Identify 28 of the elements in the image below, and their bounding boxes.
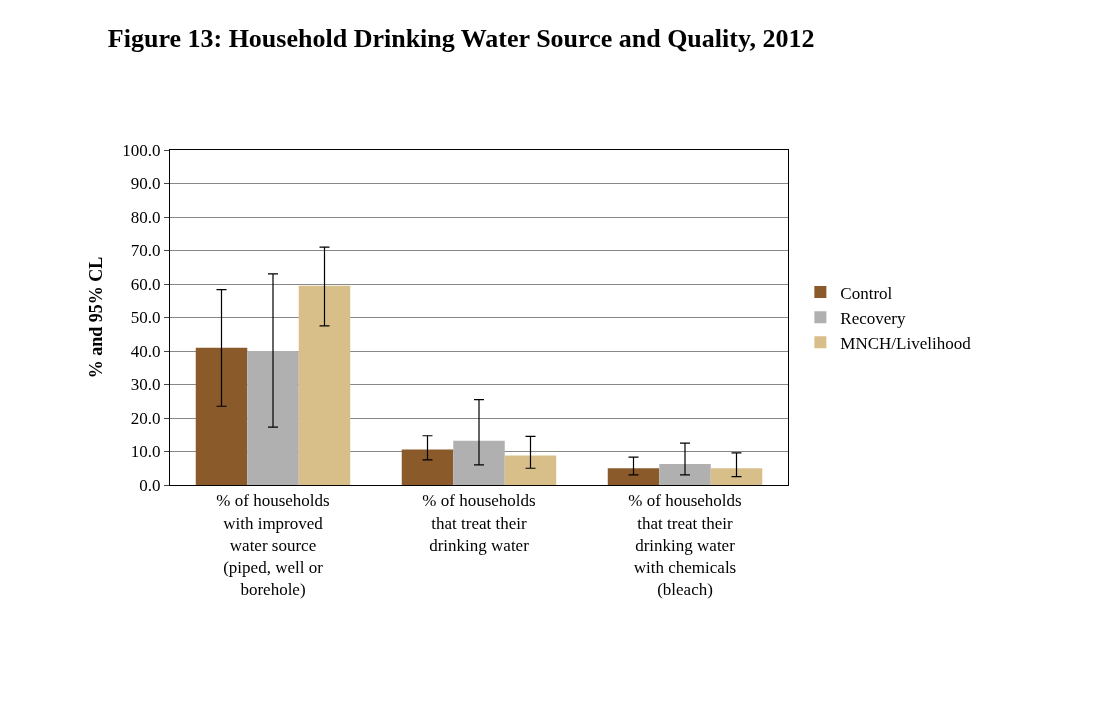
bar xyxy=(195,347,248,485)
y-tick-label: 10.0 xyxy=(130,442,161,462)
x-tick-label: % of households that treat their drinking water with chemicals (bleach) xyxy=(628,491,742,599)
bar xyxy=(607,468,660,485)
y-tick-label: 100.0 xyxy=(122,140,161,160)
y-tick-label: 40.0 xyxy=(130,341,161,361)
bar xyxy=(504,455,557,485)
legend-label: Control xyxy=(840,283,893,303)
chart-title: Figure 13: Household Drinking Water Source and Quality, 2012 xyxy=(107,23,815,53)
y-tick-label: 20.0 xyxy=(130,408,161,428)
bar xyxy=(659,463,711,485)
y-axis-title: % and 95% CL xyxy=(85,256,106,379)
bar xyxy=(401,449,454,485)
y-tick-label: 30.0 xyxy=(130,375,161,395)
legend-label: MNCH/Livelihood xyxy=(840,333,972,353)
y-tick-label: 80.0 xyxy=(130,207,161,227)
bar xyxy=(453,440,505,485)
y-tick-label: 70.0 xyxy=(130,241,161,261)
y-tick-label: 60.0 xyxy=(130,274,161,294)
y-tick-label: 50.0 xyxy=(130,308,161,328)
y-tick-label: 90.0 xyxy=(130,174,161,194)
y-tick-label: 0.0 xyxy=(139,475,161,495)
bar xyxy=(298,285,351,485)
legend-label: Recovery xyxy=(840,308,906,328)
bar xyxy=(247,351,299,485)
x-tick-label: % of households that treat their drinking water xyxy=(422,491,536,555)
bar xyxy=(710,468,763,485)
x-tick-label: % of households with improved water source (piped, well or borehole) xyxy=(216,491,330,599)
